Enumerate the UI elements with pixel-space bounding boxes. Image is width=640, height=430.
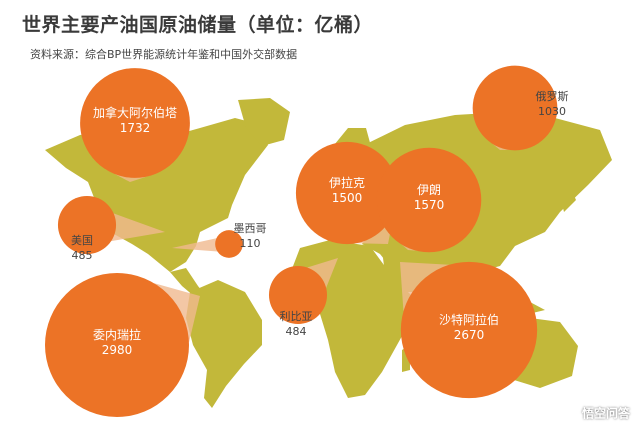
beam-series-4 bbox=[307, 258, 338, 288]
label-value-series-7: 2670 bbox=[454, 328, 485, 342]
label-country-series-6: 伊朗 bbox=[417, 183, 441, 197]
continent-south-america bbox=[186, 280, 262, 408]
label-country-series-5: 伊拉克 bbox=[329, 175, 365, 190]
watermark-logo: 悟空问答 bbox=[557, 404, 630, 424]
label-country-series-0: 加拿大阿尔伯塔 bbox=[93, 105, 177, 120]
bubble-series-3 bbox=[45, 273, 189, 417]
bubble-series-0 bbox=[80, 68, 190, 178]
label-value-series-2: 110 bbox=[240, 237, 261, 250]
continent-japan bbox=[560, 186, 576, 212]
chart-title: 世界主要产油国原油储量（单位：亿桶） bbox=[22, 14, 374, 36]
label-value-series-3: 2980 bbox=[102, 343, 133, 357]
bubble-series-5 bbox=[295, 141, 399, 245]
label-value-series-0: 1732 bbox=[120, 121, 151, 135]
reserve-bubbles bbox=[45, 65, 558, 417]
watermark-text: 悟空问答 bbox=[581, 406, 630, 421]
label-value-series-8: 1030 bbox=[538, 105, 566, 118]
continent-greenland bbox=[238, 98, 290, 146]
beam-series-1 bbox=[111, 213, 165, 242]
label-country-series-2: 墨西哥 bbox=[234, 222, 267, 235]
label-value-series-6: 1570 bbox=[414, 198, 445, 212]
bubble-series-6 bbox=[376, 147, 482, 253]
chart-subtitle: 资料来源：综合BP世界能源统计年鉴和中国外交部数据 bbox=[30, 48, 298, 61]
watermark-icon bbox=[557, 404, 578, 424]
label-country-series-7: 沙特阿拉伯 bbox=[439, 312, 499, 327]
label-country-series-8: 俄罗斯 bbox=[536, 90, 569, 103]
bubble-series-2 bbox=[215, 230, 243, 258]
label-country-series-3: 委内瑞拉 bbox=[93, 327, 141, 342]
label-country-series-1: 美国 bbox=[71, 234, 93, 247]
label-country-series-4: 利比亚 bbox=[280, 310, 313, 323]
label-value-series-1: 485 bbox=[72, 249, 93, 262]
bubble-series-7 bbox=[400, 261, 538, 399]
bubble-series-8 bbox=[472, 65, 558, 151]
label-value-series-5: 1500 bbox=[332, 191, 363, 205]
bubble-series-4 bbox=[268, 265, 328, 325]
reserve-labels: 加拿大阿尔伯塔1732美国485墨西哥110委内瑞拉2980利比亚484伊拉克1… bbox=[71, 90, 569, 357]
bubble-series-1 bbox=[57, 195, 117, 255]
beam-series-2 bbox=[172, 238, 218, 252]
label-value-series-4: 484 bbox=[286, 325, 307, 338]
